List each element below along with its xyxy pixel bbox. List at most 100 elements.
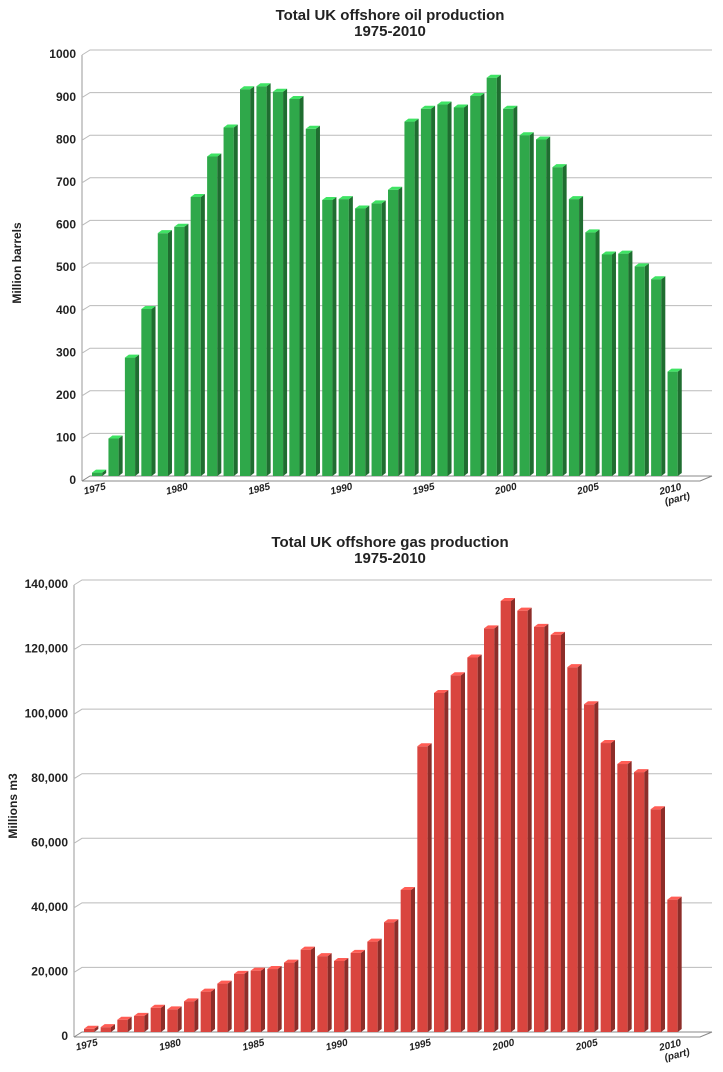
bar-front — [450, 675, 461, 1032]
bar — [167, 1006, 182, 1032]
bar-front — [150, 1007, 161, 1032]
bar-front — [300, 949, 311, 1032]
bar-top — [484, 625, 499, 629]
grid-line — [81, 475, 712, 482]
bar-side — [261, 967, 265, 1032]
bar-front — [141, 309, 152, 476]
bar-top — [503, 105, 518, 109]
bar-top — [317, 953, 332, 957]
x-tick-label: 2010 (part) — [657, 480, 691, 509]
bar-top — [417, 743, 432, 747]
y-tick-label: 600 — [56, 218, 76, 232]
bar — [486, 74, 501, 476]
bar — [250, 967, 265, 1032]
bar — [618, 250, 633, 476]
bar — [651, 276, 666, 476]
bar-front — [174, 226, 185, 476]
bar-top — [600, 740, 615, 744]
bar-side — [627, 761, 632, 1032]
bar-side — [461, 672, 465, 1032]
bar — [517, 607, 532, 1032]
bar-front — [284, 962, 295, 1032]
bar-top — [400, 886, 415, 890]
bar-top — [667, 896, 682, 900]
bar-top — [634, 263, 649, 267]
bar-side — [544, 623, 549, 1032]
bar — [108, 435, 123, 476]
bar-side — [344, 957, 349, 1032]
bar-front — [272, 91, 284, 477]
bar-side — [233, 124, 238, 477]
bar — [503, 105, 518, 477]
bar — [550, 631, 565, 1032]
bar-top — [519, 132, 534, 136]
bar-top — [450, 672, 465, 676]
bar-top — [250, 967, 265, 971]
bar-side — [511, 597, 515, 1032]
bar — [84, 1025, 99, 1032]
chart-subtitle: 1975-2010 — [354, 23, 426, 40]
y-tick-label: 800 — [56, 132, 76, 146]
y-tick-label: 0 — [69, 473, 76, 487]
bar-front — [388, 189, 399, 476]
bar-front — [453, 107, 464, 476]
grid-line — [81, 134, 712, 141]
bar-top — [517, 607, 532, 611]
bar-front — [617, 764, 628, 1032]
bar — [584, 701, 599, 1032]
bar-top — [350, 949, 365, 953]
bar-top — [108, 435, 123, 439]
bar-top — [117, 1016, 132, 1020]
bar — [367, 938, 382, 1032]
bar-top — [207, 153, 222, 157]
bar-front — [486, 77, 497, 476]
bar-top — [300, 946, 315, 950]
x-tick-label: 2000 — [493, 481, 519, 497]
chart-title: Total UK offshore gas production — [271, 534, 508, 551]
bar — [634, 769, 649, 1032]
bar-top — [305, 125, 320, 129]
bar-top — [404, 118, 419, 122]
bar — [650, 806, 665, 1032]
grid-line — [73, 644, 712, 650]
bar — [667, 368, 682, 476]
bar-top — [234, 970, 249, 974]
bar-top — [355, 205, 370, 209]
bar-front — [634, 772, 645, 1032]
bar-front — [367, 941, 378, 1032]
bar-top — [100, 1024, 115, 1028]
bar — [124, 354, 140, 476]
bar-top — [467, 654, 482, 658]
x-tick-label: 1995 — [412, 481, 437, 497]
bar-front — [503, 108, 514, 477]
bar-side — [577, 664, 582, 1032]
bar — [404, 118, 419, 477]
bar-front — [317, 956, 328, 1032]
bar-side — [546, 136, 551, 476]
bar-front — [634, 266, 645, 476]
bar-side — [118, 435, 123, 476]
bar-front — [124, 357, 136, 476]
bar-top — [284, 959, 299, 963]
bar-front — [618, 253, 629, 476]
bar-front — [338, 199, 349, 476]
x-tick-label: 2005 — [574, 1037, 600, 1053]
bar-top — [272, 88, 288, 92]
bar-top — [200, 988, 215, 992]
bar-front — [334, 960, 345, 1032]
bar-top — [384, 919, 399, 923]
bar — [434, 690, 449, 1032]
bar — [207, 153, 222, 476]
bar — [667, 896, 682, 1032]
bar-front — [117, 1019, 128, 1032]
bar-front — [467, 657, 478, 1032]
bar-side — [477, 654, 482, 1032]
bar-front — [234, 973, 245, 1032]
bar — [552, 164, 567, 476]
bar-front — [84, 1028, 95, 1032]
bar-front — [536, 139, 547, 476]
y-tick-label: 100 — [56, 431, 76, 445]
bar-front — [184, 1001, 195, 1032]
bar — [190, 193, 205, 476]
